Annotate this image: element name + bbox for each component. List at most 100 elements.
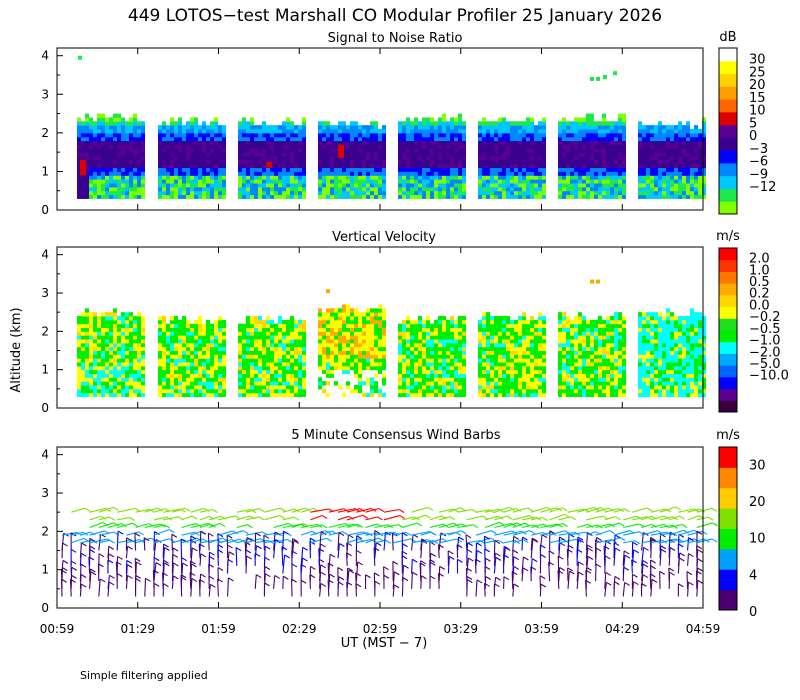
snr-cell (125, 186, 129, 192)
snr-cell (190, 121, 194, 126)
snr-cell (109, 156, 113, 161)
snr-cell (190, 136, 194, 142)
snr-cell (294, 159, 298, 165)
vv-cell (558, 381, 562, 386)
vv-cell (97, 350, 101, 355)
vv-cell (141, 319, 145, 325)
snr-cell (117, 159, 121, 165)
vv-cell (258, 346, 262, 351)
snr-cell (446, 179, 450, 184)
vv-cell (462, 316, 466, 321)
vv-cell (402, 388, 406, 394)
vv-cell (210, 339, 214, 344)
vv-cell (206, 369, 210, 374)
snr-cell (254, 163, 258, 169)
vv-cell (282, 350, 286, 355)
snr-cell (530, 132, 534, 138)
snr-cell (418, 132, 422, 138)
snr-cell (282, 190, 286, 196)
vv-cell (482, 342, 486, 348)
vv-cell (186, 327, 190, 332)
snr-cell (514, 186, 518, 192)
snr-cell (262, 167, 266, 172)
snr-cell (422, 148, 426, 153)
snr-cell (582, 183, 586, 188)
snr-cell (214, 140, 218, 145)
vv-cell (574, 354, 578, 359)
snr-cell (330, 156, 334, 161)
snr-cell (210, 171, 214, 176)
snr-cell (594, 183, 598, 188)
vv-cell (238, 381, 242, 386)
snr-cell (702, 125, 706, 130)
vv-cell (350, 350, 354, 355)
vv-cell (490, 377, 494, 382)
vv-cell (414, 327, 418, 332)
snr-cell (698, 140, 702, 145)
snr-cell (442, 179, 446, 184)
vv-cell (105, 385, 109, 390)
vv-cell (518, 381, 522, 386)
snr-cell (458, 175, 462, 180)
snr-cell (434, 152, 438, 157)
snr-cell (129, 121, 133, 126)
snr-cell (658, 125, 662, 130)
vv-cell (121, 350, 125, 355)
snr-cell (137, 156, 141, 161)
snr-cell (286, 152, 290, 157)
snr-cell (650, 175, 654, 180)
snr-cell (202, 183, 206, 188)
vv-cell (278, 373, 282, 378)
snr-cell (670, 163, 674, 169)
vv-cell (342, 308, 346, 313)
snr-cell (642, 156, 646, 161)
vv-cell (406, 342, 410, 348)
snr-cell (666, 183, 670, 188)
snr-cell (430, 159, 434, 165)
snr-cell (186, 148, 190, 153)
snr-cell (498, 159, 502, 165)
snr-cell (270, 152, 274, 157)
snr-cell (318, 186, 322, 192)
vv-cell (558, 365, 562, 371)
snr-cell (494, 171, 498, 176)
snr-cell (446, 194, 450, 199)
snr-cell (182, 190, 186, 196)
snr-cell (141, 175, 145, 180)
vv-cell (450, 369, 454, 374)
snr-cell (694, 125, 698, 130)
vv-cell (522, 319, 526, 325)
snr-cell (322, 163, 326, 169)
snr-cell (618, 190, 622, 196)
vv-cell (382, 335, 386, 340)
vv-cell (502, 346, 506, 351)
snr-cell (638, 125, 642, 130)
vv-cell (210, 369, 214, 374)
snr-cell (250, 156, 254, 161)
snr-cell (222, 140, 226, 145)
snr-cell (510, 167, 514, 172)
vv-cell (526, 358, 530, 363)
vv-cell (402, 327, 406, 332)
vv-cell (514, 327, 518, 332)
snr-cell (378, 129, 382, 134)
snr-cell (430, 163, 434, 169)
snr-cell (382, 175, 386, 180)
snr-cell (522, 140, 526, 145)
snr-cell (238, 163, 242, 169)
snr-cell (274, 179, 278, 184)
vv-cell (438, 362, 442, 367)
snr-cell (578, 186, 582, 192)
vv-cell (77, 327, 81, 332)
snr-cell (422, 179, 426, 184)
vv-cell (77, 369, 81, 374)
snr-cell (694, 132, 698, 138)
vv-cell (81, 312, 85, 317)
snr-cell (113, 167, 117, 172)
vv-cell (486, 365, 490, 371)
snr-cell (618, 167, 622, 172)
snr-cell (178, 190, 182, 196)
vv-cell (266, 316, 270, 321)
vv-cell (210, 385, 214, 390)
snr-cell (298, 140, 302, 145)
